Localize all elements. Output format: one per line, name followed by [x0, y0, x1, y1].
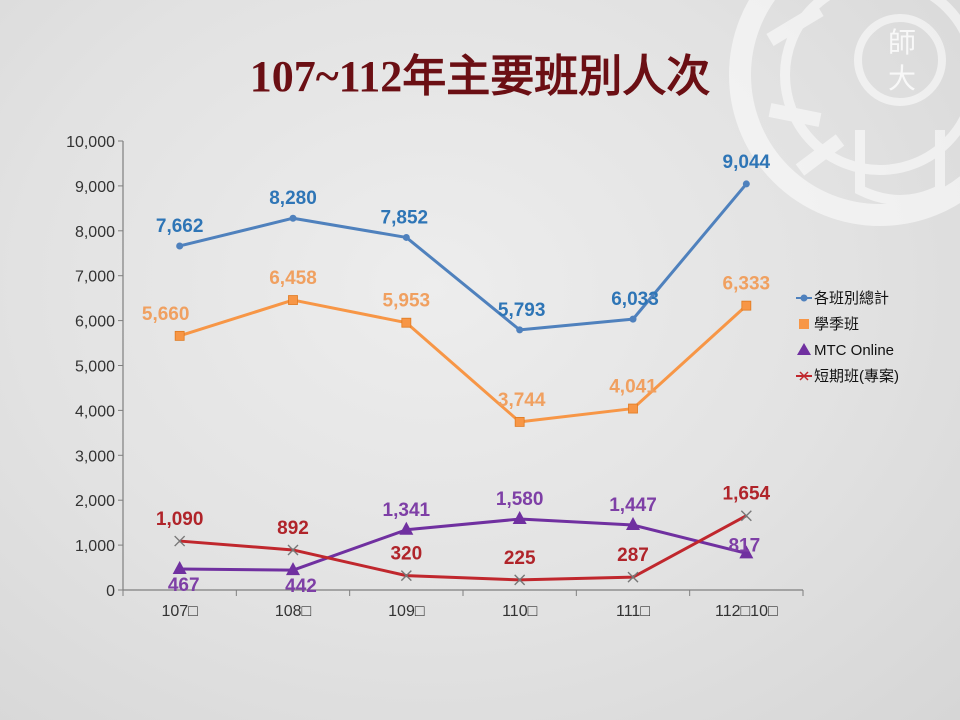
data-label: 225 [504, 548, 536, 569]
y-tick-label: 6,000 [75, 314, 115, 331]
legend-marker [799, 371, 809, 381]
legend-marker [799, 319, 809, 329]
x-tick-label: 108□ [275, 603, 312, 620]
data-label: 467 [168, 575, 200, 596]
y-tick-label: 1,000 [75, 538, 115, 555]
x-tick-label: 112□10□ [715, 603, 778, 620]
legend-entry: MTC Online [814, 342, 894, 359]
data-label: 5,793 [498, 300, 546, 321]
data-label: 9,044 [723, 152, 771, 173]
series-point [514, 574, 526, 586]
y-tick-label: 8,000 [75, 224, 115, 241]
legend-marker [797, 343, 811, 355]
data-label: 1,580 [496, 489, 544, 510]
seal-glyph-bottom: 大 [888, 62, 916, 95]
series-point [287, 544, 299, 556]
data-label: 1,341 [383, 500, 431, 521]
data-label: 6,033 [611, 289, 659, 310]
y-tick-label: 0 [106, 583, 115, 600]
data-label: 1,654 [723, 484, 771, 505]
series-point [399, 521, 414, 535]
series-point [628, 403, 638, 414]
series-point [626, 517, 640, 531]
series-point [289, 214, 297, 222]
series-point [516, 326, 524, 334]
data-label: 817 [728, 535, 760, 556]
x-tick-label: 111□ [616, 603, 650, 620]
data-label: 287 [617, 545, 649, 566]
data-label: 1,447 [609, 495, 657, 516]
y-tick-label: 2,000 [75, 493, 115, 510]
series-point [512, 511, 527, 525]
series-point [400, 570, 412, 582]
series-point [172, 561, 187, 575]
data-label: 7,662 [156, 216, 204, 237]
series-point [401, 317, 412, 328]
data-label: 892 [277, 518, 309, 539]
series-point [288, 295, 298, 305]
legend-entry: 短期班(專案) [814, 367, 899, 385]
legend-marker [800, 294, 808, 302]
series-line-1 [179, 298, 748, 424]
y-tick-label: 10,000 [66, 134, 115, 151]
data-label: 8,280 [269, 188, 317, 209]
series-point [286, 562, 300, 576]
series-point [627, 571, 639, 583]
y-tick-label: 9,000 [75, 179, 115, 196]
seal-glyph-top: 師 [888, 26, 916, 59]
series-line-0 [179, 182, 748, 332]
y-tick-label: 4,000 [75, 403, 115, 420]
slide-title: 107~112年主要班別人次 [249, 52, 711, 101]
data-label: 5,953 [383, 291, 431, 312]
data-label: 320 [390, 544, 422, 565]
series-point [402, 233, 410, 241]
series-point [176, 242, 184, 250]
data-label: 6,333 [723, 274, 771, 295]
series-line-3 [179, 514, 748, 582]
series-line-2 [179, 517, 747, 572]
legend-entry: 學季班 [814, 315, 859, 333]
data-label: 7,852 [381, 207, 429, 228]
series-point [174, 330, 185, 341]
legend-entry: 各班別總計 [814, 289, 889, 307]
x-tick-label: 109□ [388, 603, 425, 620]
series-point [174, 535, 186, 547]
series-point [629, 315, 637, 323]
y-tick-label: 3,000 [75, 448, 115, 465]
data-label: 4,041 [609, 377, 657, 398]
data-label: 3,744 [498, 390, 546, 411]
data-label: 5,660 [142, 304, 190, 325]
x-tick-label: 110□ [502, 603, 538, 620]
y-tick-label: 5,000 [75, 359, 115, 376]
series-point [740, 510, 752, 522]
data-label: 6,458 [269, 268, 317, 289]
y-tick-label: 7,000 [75, 269, 115, 286]
series-point [739, 545, 754, 559]
series-point [741, 300, 752, 311]
series-point [514, 416, 525, 427]
data-label: 1,090 [156, 509, 204, 530]
data-label: 442 [285, 576, 317, 597]
series-point [742, 180, 750, 188]
x-tick-label: 107□ [161, 603, 198, 620]
